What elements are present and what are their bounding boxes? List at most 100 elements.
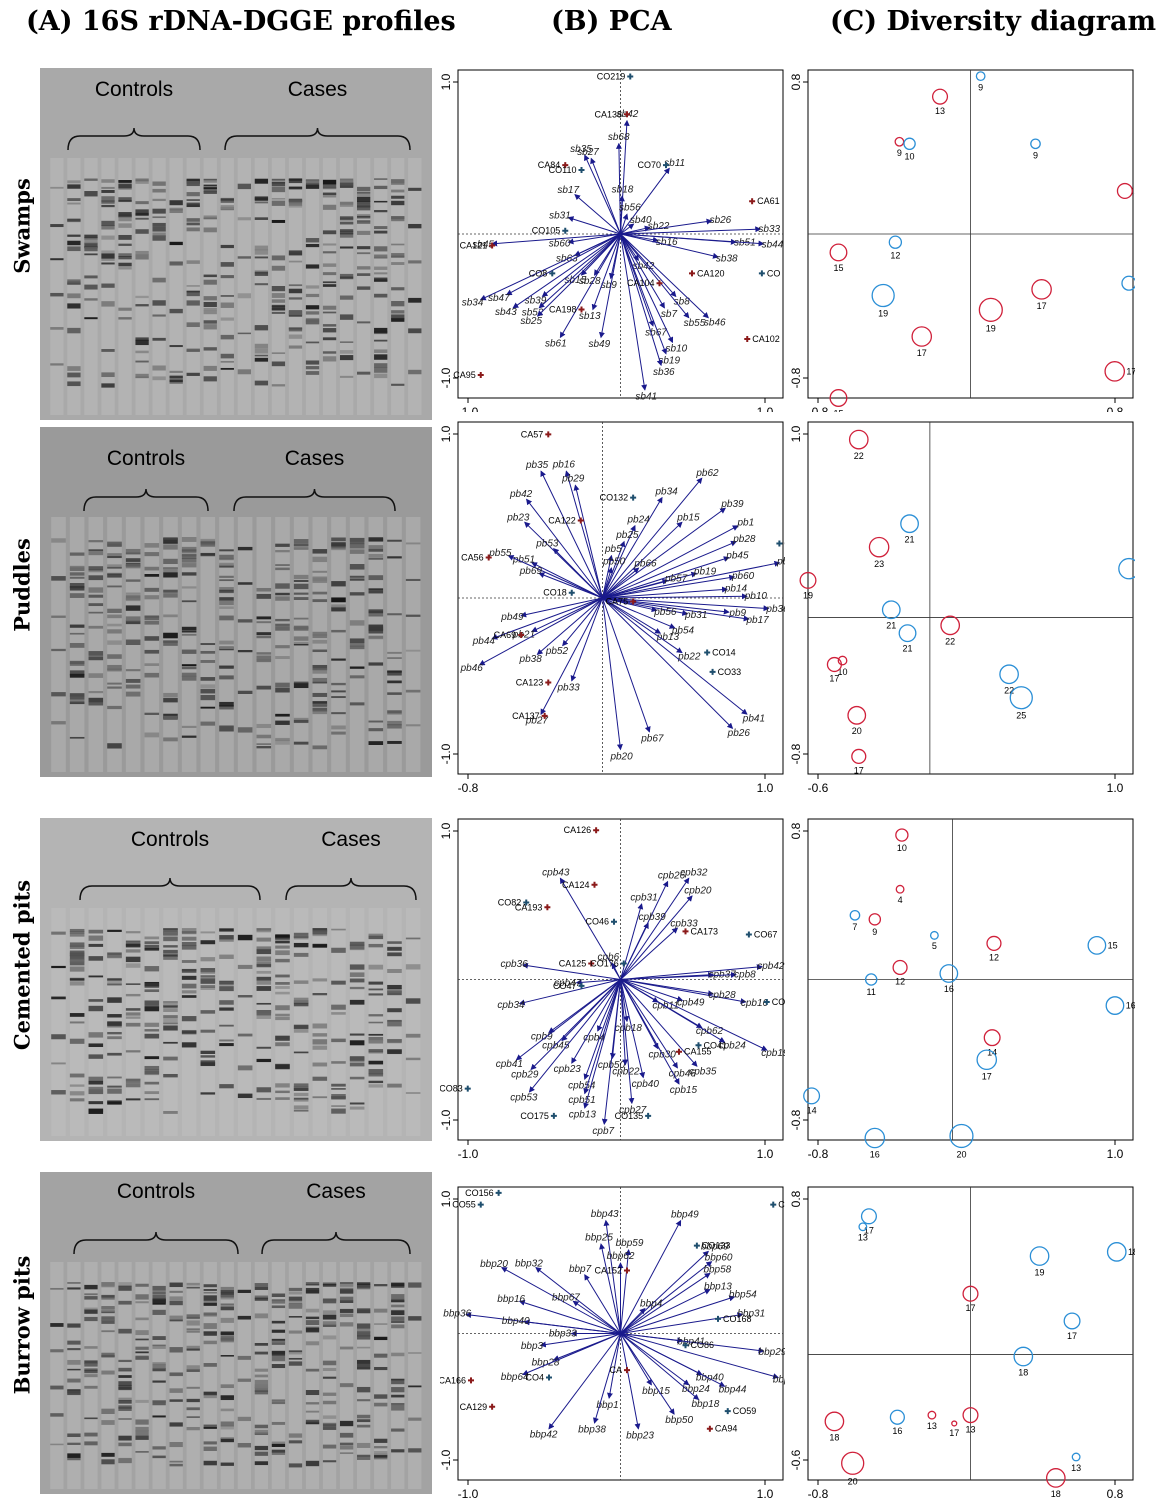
gel-band — [275, 687, 290, 693]
gel-band — [405, 1033, 421, 1038]
gel-band — [163, 614, 178, 618]
gel-band — [219, 562, 234, 566]
gel-band — [203, 1312, 217, 1317]
gel-band — [219, 587, 234, 592]
controls-brace — [79, 877, 261, 901]
pca-arrow-label: bbp15 — [642, 1386, 670, 1397]
gel-band — [237, 964, 253, 969]
gel-band — [368, 981, 384, 985]
gel-band — [237, 1289, 251, 1293]
gel-band — [69, 572, 85, 576]
gel-band — [331, 606, 346, 612]
gel-band — [51, 648, 66, 652]
gel-band — [275, 618, 290, 622]
gel-band — [256, 970, 272, 974]
gel-band — [275, 1090, 290, 1094]
gel-band — [101, 1310, 115, 1313]
gel-band — [237, 1442, 251, 1448]
pca-arrow-bbp64 — [522, 1333, 621, 1376]
gel-band — [118, 256, 132, 260]
gel-band — [256, 655, 272, 661]
gel-band — [339, 375, 354, 378]
pca-arrow-label: pb13 — [656, 632, 680, 643]
gel-band — [50, 327, 64, 330]
gel-band — [275, 945, 290, 949]
pca-arrow-label: cpb28 — [708, 990, 736, 1001]
pca-arrow-label: sb19 — [658, 355, 680, 366]
diversity-diagram-burrow-pits: -0.80.80.8-0.617131918171718181613131720… — [790, 1186, 1135, 1501]
gel-band — [219, 1024, 234, 1027]
gel-band — [152, 1285, 166, 1291]
pca-arrow-pb33 — [570, 597, 603, 682]
gel-band — [357, 230, 371, 235]
gel-band — [144, 732, 160, 738]
diversity-point-case — [983, 1029, 1001, 1047]
gel-band — [275, 974, 290, 978]
gel-band — [67, 1433, 81, 1438]
diversity-point-case — [931, 88, 949, 105]
gel-band — [275, 550, 290, 553]
gel-band — [368, 1036, 384, 1042]
gel-band — [219, 935, 234, 940]
pca-arrow-label: bbp3 — [521, 1341, 544, 1352]
gel-band — [144, 1033, 160, 1039]
pca-arrow-label: pb20 — [609, 751, 633, 762]
pca-arrow-bbp43 — [603, 1219, 621, 1334]
gel-band — [203, 376, 217, 382]
gel-band — [374, 226, 388, 230]
gel-band — [349, 1033, 365, 1036]
gel-band — [391, 243, 405, 246]
gel-band — [256, 743, 272, 745]
gel-band — [254, 217, 269, 220]
pca-arrow-label: pb29 — [561, 474, 585, 485]
gel-band — [331, 947, 346, 953]
gel-lane — [181, 517, 197, 772]
pca-arrow-sb25 — [536, 233, 621, 317]
gel-band — [200, 1010, 216, 1014]
gel-band — [152, 314, 166, 317]
gel-band — [256, 652, 272, 655]
gel-band — [391, 318, 405, 322]
pca-arrow-bbp50 — [620, 1333, 675, 1415]
gel-band — [163, 936, 178, 942]
gel-band — [88, 566, 104, 571]
pca-arrow-label: bbp13 — [704, 1281, 732, 1292]
pca-arrow-pb41 — [602, 597, 748, 715]
gel-lane — [387, 517, 402, 772]
pca-arrow-sb36 — [620, 233, 663, 367]
diversity-point-control — [1121, 275, 1135, 291]
diversity-point-label: 18 — [1051, 1489, 1061, 1499]
gel-band — [118, 243, 132, 246]
gel-band — [88, 691, 104, 694]
gel-band — [219, 606, 234, 609]
gel-band — [67, 279, 81, 285]
pca-arrow-label: cpb33 — [670, 918, 698, 929]
gel-band — [391, 253, 405, 258]
gel-band — [368, 1021, 384, 1024]
gel-band — [51, 931, 66, 935]
pca-arrow-cpb29 — [530, 979, 621, 1071]
pca-arrow-cpb51 — [583, 979, 621, 1095]
gel-band — [275, 737, 290, 742]
gel-band — [288, 1296, 303, 1301]
gel-band — [387, 952, 402, 957]
gel-band — [181, 563, 197, 568]
gel-band — [69, 933, 85, 937]
pca-arrow-label: cpb7 — [592, 1126, 614, 1137]
gel-band — [152, 216, 166, 219]
gel-band — [305, 1410, 320, 1413]
gel-band — [368, 988, 384, 991]
gel-band — [349, 542, 365, 545]
gel-band — [219, 983, 234, 986]
gel-band — [391, 1300, 405, 1303]
gel-band — [339, 295, 354, 300]
gel-band — [305, 1283, 320, 1286]
gel-band — [181, 1031, 197, 1034]
gel-band — [293, 683, 309, 689]
pca-arrow-sb46 — [620, 233, 709, 319]
gel-band — [186, 290, 200, 293]
pca-arrow-label: bbp24 — [682, 1384, 710, 1395]
gel-band — [387, 720, 402, 726]
pca-arrow-label: cpb41 — [496, 1059, 523, 1070]
pca-arrow-label: sb60 — [549, 238, 571, 249]
